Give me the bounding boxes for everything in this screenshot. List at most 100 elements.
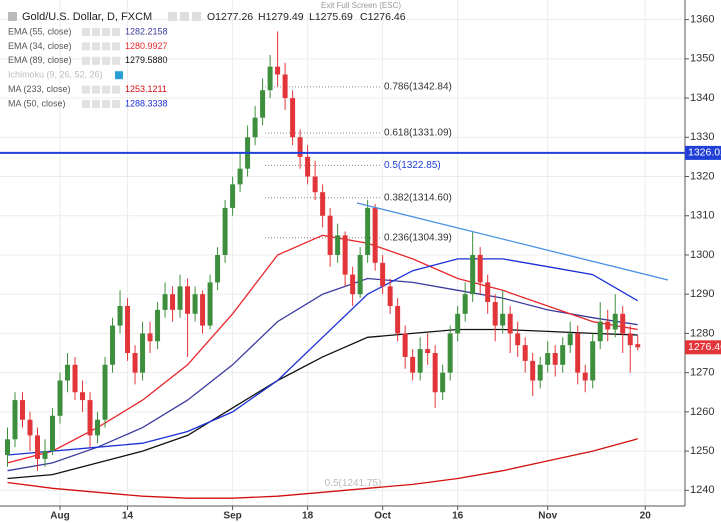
indicator-line xyxy=(7,328,638,480)
candle-body xyxy=(597,321,603,342)
candle-body xyxy=(380,262,386,287)
legend-icon[interactable] xyxy=(112,85,120,94)
legend-icon[interactable] xyxy=(102,100,110,108)
indicator-line xyxy=(7,277,638,472)
candle-body xyxy=(177,286,183,310)
y-tick-label: 1340 xyxy=(690,92,714,104)
trend-line xyxy=(356,202,669,281)
candle-body xyxy=(485,282,491,303)
candle-body xyxy=(230,184,236,208)
y-tick-label: 1290 xyxy=(690,288,714,300)
header-icons xyxy=(8,12,201,21)
y-tick-label: 1270 xyxy=(690,367,714,379)
candle-body xyxy=(582,372,588,381)
candle-body xyxy=(440,372,446,393)
legend-icon[interactable] xyxy=(82,28,90,36)
collapse-icon[interactable] xyxy=(8,12,17,21)
y-tick-label: 1360 xyxy=(690,14,714,26)
candle-body xyxy=(207,282,213,326)
y-tick-label: 1240 xyxy=(690,484,714,496)
grid xyxy=(0,0,685,506)
candle-body xyxy=(335,235,341,255)
candle-body xyxy=(147,333,153,342)
last-price-tag xyxy=(685,340,721,355)
y-tick-label: 1320 xyxy=(690,170,714,182)
legend-icon[interactable] xyxy=(82,100,90,108)
y-tick-label: 1260 xyxy=(690,406,714,418)
candle-body xyxy=(185,286,191,314)
ohlc-value: L1275.69 xyxy=(309,11,353,23)
candle-body xyxy=(522,345,528,361)
fib-label: 0.5(1241.75) xyxy=(325,478,382,489)
candle-body xyxy=(500,313,506,326)
legend-icon[interactable] xyxy=(112,56,120,65)
legend-label: MA (50, close) xyxy=(8,98,66,108)
legend-icon[interactable] xyxy=(112,28,120,36)
legend-icon[interactable] xyxy=(115,71,123,80)
candle-body xyxy=(605,321,611,330)
legend-icon[interactable] xyxy=(82,56,90,65)
legend-icon[interactable] xyxy=(102,28,110,36)
candle-body xyxy=(117,305,123,326)
legend-icon[interactable] xyxy=(82,42,90,51)
legend-icon[interactable] xyxy=(102,56,110,65)
icon[interactable] xyxy=(192,12,201,21)
legend-icon[interactable] xyxy=(112,100,120,108)
ohlc-value: O1277.26 xyxy=(207,11,253,23)
legend-label: EMA (89, close) xyxy=(8,55,72,65)
candle-body xyxy=(87,400,93,436)
price-axis-panel xyxy=(685,0,721,523)
ohlc-value: C1276.46 xyxy=(360,11,406,23)
plot-area: 0.786(1342.84) 0.618(1331.09) 0.5(1322.85)… xyxy=(0,31,685,499)
legend: EMA (55, close) 1282.2158 EMA (34, close) 1… xyxy=(8,26,168,108)
legend-icon[interactable] xyxy=(102,85,110,94)
legend-label: Ichimoku (9, 26, 52, 26) xyxy=(8,70,103,80)
last-price-label: 1276.46 xyxy=(688,341,721,353)
legend-icon[interactable] xyxy=(92,85,100,94)
candle-body xyxy=(312,176,318,193)
exit-fullscreen[interactable]: Exit Full Screen (ESC) xyxy=(321,1,401,10)
candle-body xyxy=(537,364,543,381)
candle-body xyxy=(5,439,11,456)
fib-label: 0.5(1322.85) xyxy=(384,160,441,171)
candle-body xyxy=(507,313,513,334)
fib-label: 0.382(1314.60) xyxy=(384,192,452,203)
price-tag xyxy=(685,145,721,160)
candle-body xyxy=(237,168,243,185)
candle-body xyxy=(297,137,303,157)
candle-body xyxy=(102,364,108,420)
fib-label: 0.618(1331.09) xyxy=(384,128,452,139)
legend-icon[interactable] xyxy=(82,85,90,94)
candle-body xyxy=(560,345,566,365)
ohlc-value: H1279.49 xyxy=(258,11,304,23)
fib-label: 0.236(1304.39) xyxy=(384,232,452,243)
candle-body xyxy=(455,313,461,334)
candle-body xyxy=(252,117,258,138)
candle-body xyxy=(612,313,618,330)
legend-icon[interactable] xyxy=(92,28,100,36)
candle-body xyxy=(27,419,33,436)
legend-icon[interactable] xyxy=(92,100,100,108)
candle-body xyxy=(327,215,333,255)
x-tick-label: 20 xyxy=(640,511,652,522)
legend-label: EMA (55, close) xyxy=(8,26,72,36)
legend-icon[interactable] xyxy=(112,42,120,51)
candle-body xyxy=(125,305,131,354)
candle-body xyxy=(342,235,348,275)
x-tick-label: Oct xyxy=(374,511,391,522)
candle-body xyxy=(267,66,273,91)
candle-body xyxy=(200,294,206,326)
icon[interactable] xyxy=(168,12,177,21)
candle-body xyxy=(35,435,41,459)
icon[interactable] xyxy=(180,12,189,21)
legend-label: MA (233, close) xyxy=(8,84,71,94)
legend-icon[interactable] xyxy=(92,56,100,65)
legend-icon[interactable] xyxy=(102,42,110,51)
x-tick-label: 16 xyxy=(452,511,464,522)
legend-icon[interactable] xyxy=(92,42,100,51)
legend-value: 1282.2158 xyxy=(125,26,168,36)
candle-body xyxy=(567,333,573,346)
candle-body xyxy=(530,360,536,381)
candle-body xyxy=(12,400,18,440)
